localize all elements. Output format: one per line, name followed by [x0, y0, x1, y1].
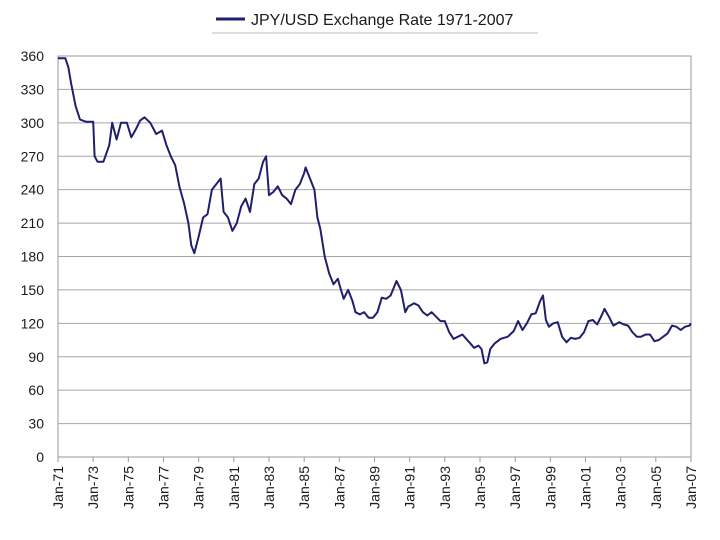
series-line [58, 57, 692, 365]
x-axis-ticks: Jan-71 Jan-73 Jan-75 Jan-77 Jan-79 Jan-81 Jan-… [50, 457, 699, 509]
y-tick-label: 330 [21, 81, 45, 97]
x-tick-label: Jan-07 [683, 466, 699, 509]
x-tick-label: Jan-83 [261, 466, 277, 509]
y-tick-label: 300 [21, 115, 45, 131]
x-tick-label: Jan-87 [331, 466, 347, 509]
plot-area-border [57, 55, 692, 458]
x-tick-label: Jan-91 [402, 466, 418, 509]
y-tick-label: 60 [28, 382, 44, 398]
x-tick-label: Jan-93 [437, 466, 453, 509]
y-tick-label: 240 [21, 182, 45, 198]
x-tick-label: Jan-01 [578, 466, 594, 509]
legend: JPY/USD Exchange Rate 1971-2007 [216, 12, 513, 29]
x-tick-label: Jan-77 [156, 466, 172, 509]
x-tick-label: Jan-85 [296, 466, 312, 509]
y-tick-label: 150 [21, 282, 45, 298]
x-tick-label: Jan-71 [50, 466, 66, 509]
y-tick-label: 120 [21, 315, 45, 331]
y-tick-label: 30 [28, 416, 44, 432]
series-layer [58, 57, 692, 365]
x-tick-label: Jan-89 [367, 466, 383, 509]
x-tick-label: Jan-95 [472, 466, 488, 509]
y-tick-label: 210 [21, 215, 45, 231]
y-tick-label: 270 [21, 148, 45, 164]
y-tick-label: 90 [28, 349, 44, 365]
x-tick-label: Jan-75 [120, 466, 136, 509]
x-tick-label: Jan-73 [85, 466, 101, 509]
x-tick-label: Jan-97 [507, 466, 523, 509]
y-tick-label: 0 [36, 449, 44, 465]
gridlines [58, 88, 691, 425]
y-axis-ticks: 0 30 60 90 120 150 180 210 240 270 300 330 360 [21, 48, 45, 465]
x-tick-label: Jan-99 [542, 466, 558, 509]
x-tick-label: Jan-03 [613, 466, 629, 509]
x-tick-label: Jan-79 [191, 466, 207, 509]
y-tick-label: 360 [21, 48, 45, 64]
legend-label: JPY/USD Exchange Rate 1971-2007 [251, 12, 513, 29]
y-tick-label: 180 [21, 249, 45, 265]
x-tick-label: Jan-05 [648, 466, 664, 509]
x-tick-label: Jan-81 [226, 466, 242, 509]
